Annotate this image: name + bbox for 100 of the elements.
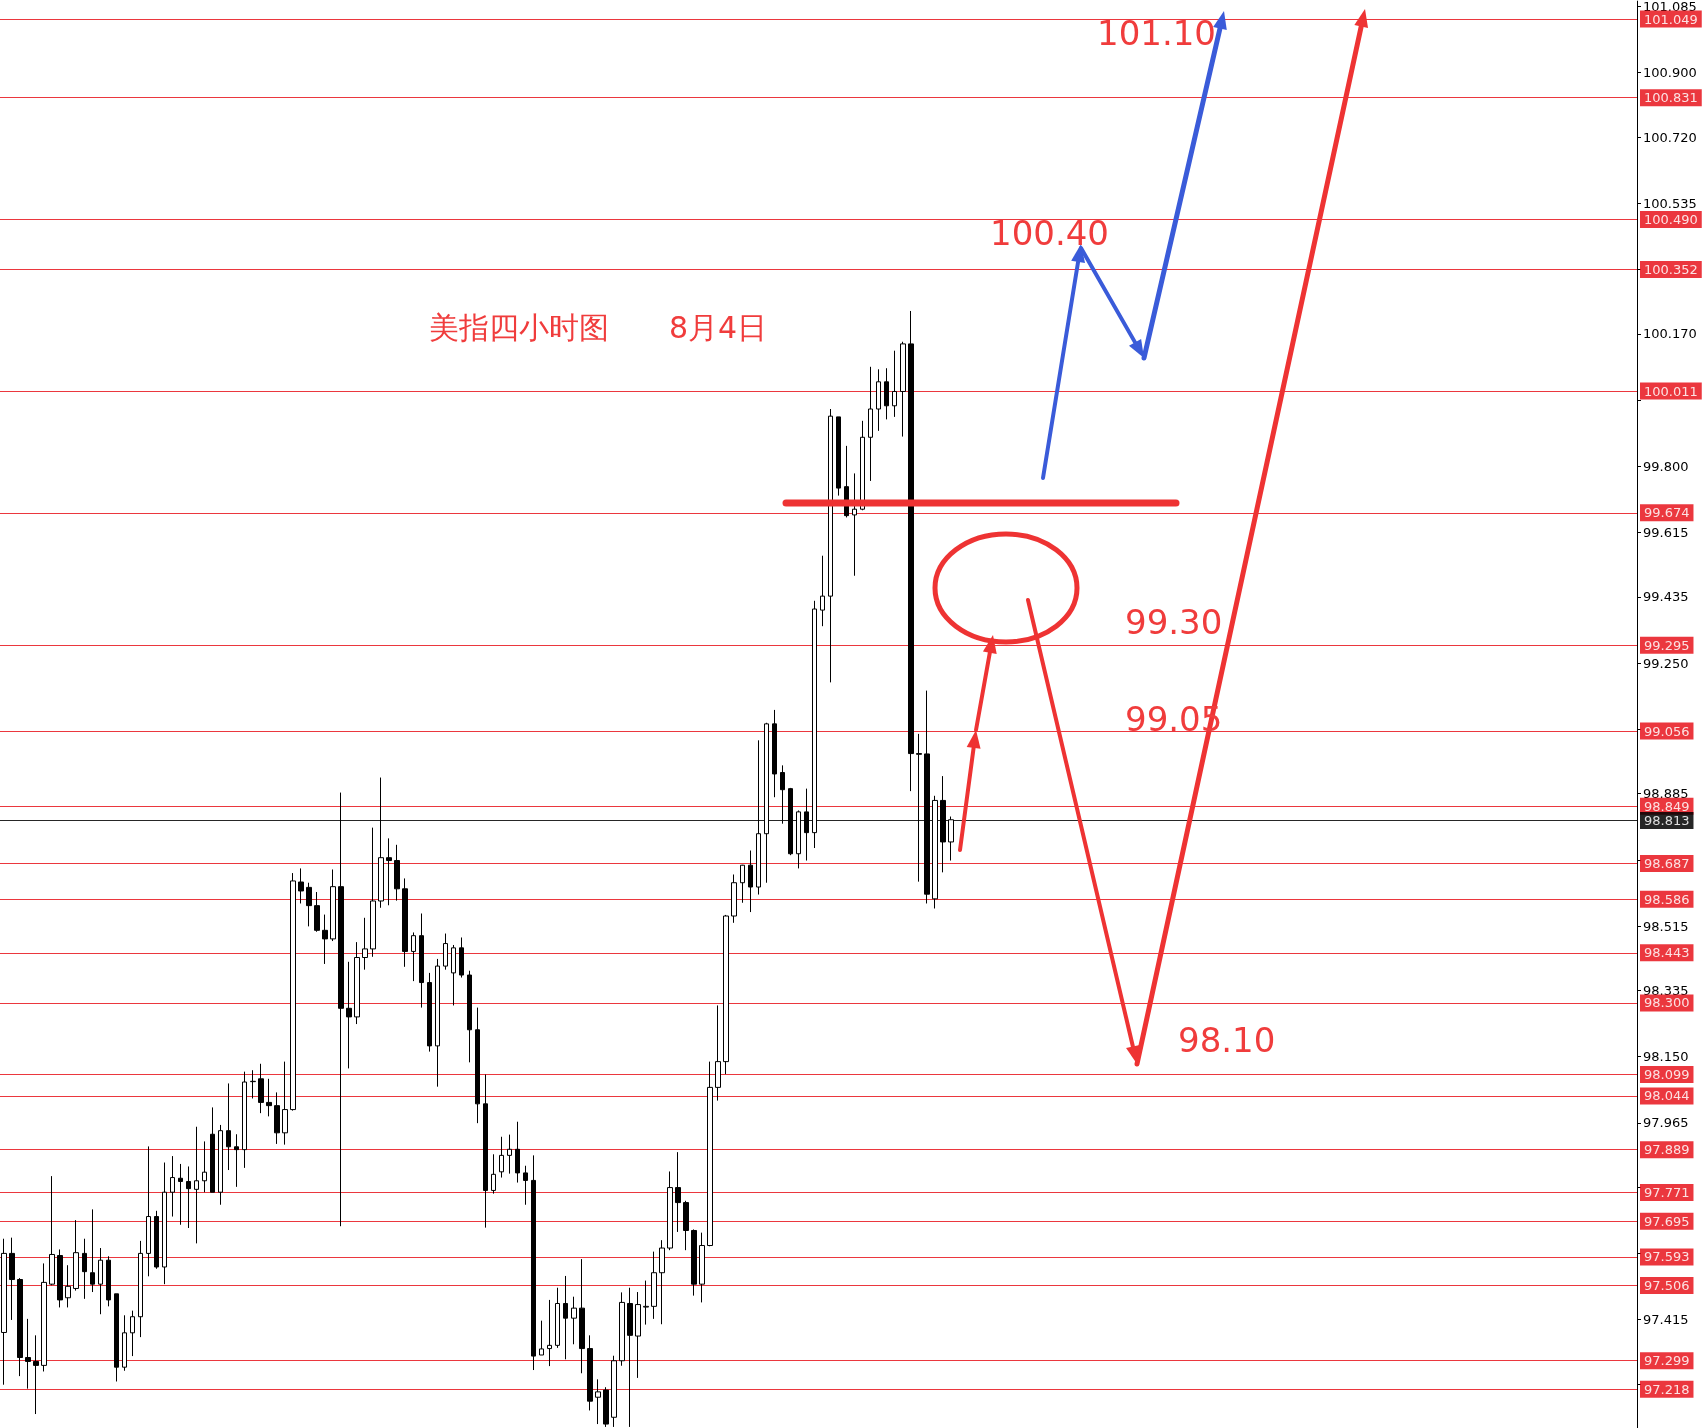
candlestick <box>98 1247 103 1315</box>
candlestick <box>908 310 914 792</box>
ref-line-label: 98.687 <box>1644 855 1690 871</box>
candlestick <box>226 1082 231 1171</box>
candlestick <box>667 1170 673 1251</box>
candlestick <box>707 1061 713 1247</box>
candlestick <box>370 827 376 958</box>
candlestick <box>491 1153 496 1195</box>
candlestick <box>539 1320 544 1356</box>
candlestick <box>1 1238 7 1386</box>
candlestick <box>242 1071 247 1169</box>
candlestick <box>531 1154 536 1371</box>
candlestick <box>419 913 424 1009</box>
candlestick <box>146 1145 151 1277</box>
candlestick <box>122 1314 127 1372</box>
candlestick <box>651 1251 657 1320</box>
candlestick <box>611 1355 617 1428</box>
candlestick <box>643 1280 649 1326</box>
annotation: 99.30 <box>1125 602 1223 642</box>
candlestick <box>627 1287 633 1428</box>
candlestick <box>563 1275 568 1360</box>
ref-line-label: 98.813 <box>1644 812 1690 828</box>
candlestick <box>451 944 456 1006</box>
ref-line-label: 98.099 <box>1644 1067 1690 1082</box>
y-tick-label: 100.720 <box>1643 129 1697 145</box>
candlestick <box>499 1136 504 1179</box>
candlestick <box>282 1061 288 1146</box>
candlestick <box>900 341 906 438</box>
candlestick <box>202 1140 207 1193</box>
candlestick <box>170 1155 175 1218</box>
ref-line-label: 97.771 <box>1644 1185 1690 1201</box>
candlestick <box>266 1078 272 1117</box>
y-tick-label: 99.435 <box>1643 589 1689 605</box>
ref-line-label: 100.011 <box>1644 383 1698 399</box>
y-tick-label: 101.085 <box>1643 0 1697 14</box>
ref-line-label: 97.593 <box>1644 1249 1690 1265</box>
candlestick <box>772 709 777 798</box>
candlestick <box>547 1299 552 1367</box>
candlestick <box>394 844 400 902</box>
candlestick <box>114 1293 119 1382</box>
candlestick <box>507 1134 512 1175</box>
candlestick <box>828 408 833 683</box>
candlestick <box>298 867 304 904</box>
candlestick <box>571 1296 577 1345</box>
candlestick <box>362 917 368 971</box>
candlestick <box>33 1334 39 1415</box>
ref-line-label: 99.295 <box>1644 637 1690 653</box>
y-tick-label: 99.800 <box>1643 458 1689 474</box>
candlestick <box>852 472 857 577</box>
candlestick <box>683 1200 689 1251</box>
candlestick <box>748 850 753 913</box>
candlestick <box>290 872 296 1112</box>
annotation: 100.40 <box>990 213 1109 253</box>
ref-line-label: 98.044 <box>1644 1088 1690 1104</box>
candlestick <box>330 868 336 942</box>
candlestick <box>186 1165 191 1229</box>
candlestick <box>892 350 897 418</box>
annotation: 98.10 <box>1178 1020 1276 1060</box>
candlestick <box>435 958 440 1088</box>
candlestick <box>73 1219 79 1292</box>
ref-line-label: 99.056 <box>1644 723 1690 739</box>
candlestick <box>90 1208 95 1293</box>
candlestick <box>250 1069 256 1099</box>
candlestick <box>443 933 448 971</box>
candlestick <box>178 1163 183 1226</box>
candlestick <box>731 874 737 924</box>
candlestick <box>322 914 328 965</box>
candlestick <box>876 368 881 432</box>
ref-line-label: 97.299 <box>1644 1353 1690 1369</box>
candlestick <box>715 1004 721 1102</box>
candlestick <box>483 1074 488 1229</box>
candlestick <box>314 891 320 933</box>
candlestick <box>868 366 873 482</box>
candlestick <box>836 416 841 497</box>
candlestick <box>25 1318 31 1390</box>
candlestick <box>346 961 352 1069</box>
candlestick <box>402 877 408 968</box>
candlestick <box>860 420 865 511</box>
text: 美指四小时图 8月4日 <box>429 309 768 345</box>
candlestick <box>884 367 889 420</box>
candlestick <box>82 1238 87 1300</box>
candlestick <box>258 1063 264 1114</box>
candlestick <box>699 1232 705 1303</box>
candlestick <box>162 1162 167 1285</box>
candlestick <box>354 941 360 1025</box>
candlestick <box>515 1121 520 1184</box>
ref-line-label: 98.443 <box>1644 945 1690 961</box>
candlestick <box>467 970 472 1063</box>
y-tick-label: 98.150 <box>1643 1049 1689 1065</box>
candlestick <box>740 864 745 904</box>
y-tick-label: 98.515 <box>1643 918 1689 934</box>
ref-line-label: 98.586 <box>1644 891 1690 907</box>
candlestick <box>194 1126 199 1244</box>
candlestick <box>691 1228 697 1297</box>
candlestick <box>65 1264 71 1308</box>
candlestick <box>459 936 464 979</box>
candlestick <box>555 1287 560 1349</box>
ref-line-label: 99.674 <box>1644 505 1690 521</box>
candlestick <box>210 1106 215 1193</box>
candlestick <box>427 972 432 1053</box>
